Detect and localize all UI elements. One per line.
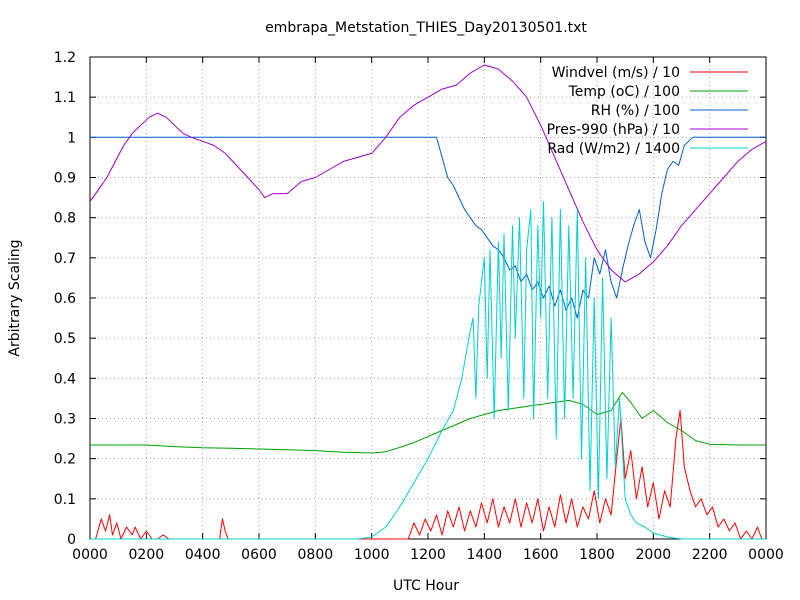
chart-title: embrapa_Metstation_THIES_Day20130501.txt: [265, 20, 587, 36]
y-tick-label: 1: [67, 130, 76, 146]
series-line-1: [90, 391, 766, 454]
x-tick-label: 1800: [579, 547, 615, 563]
x-tick-label: 1200: [410, 547, 446, 563]
legend: Windvel (m/s) / 10 Temp (oC) / 100 RH (%) …: [547, 65, 748, 157]
y-tick-label: 0.8: [54, 211, 76, 227]
y-tick-label: 0.3: [54, 412, 76, 428]
x-axis: 0000 0200 0400 0600 0800 1000 1200 1400 1600 1800…: [72, 57, 784, 563]
y-axis: 0 0.1 0.2 0.3 0.4 0.5 0.6 0.7 0.8 0.9 1 1.1 1.2: [54, 50, 766, 548]
series-line-3: [89, 64, 767, 283]
series-line-0: [90, 410, 766, 540]
x-axis-title: UTC Hour: [393, 578, 459, 594]
series-line-4: [90, 201, 766, 540]
y-tick-label: 1.1: [54, 90, 76, 106]
y-tick-label: 0.4: [54, 371, 76, 387]
x-tick-label: 0800: [298, 547, 334, 563]
y-tick-label: 0.7: [54, 251, 76, 267]
series-group: [89, 64, 767, 540]
x-tick-label: 0000: [72, 547, 108, 563]
x-tick-label: 0200: [129, 547, 165, 563]
x-tick-label: 0600: [241, 547, 277, 563]
x-tick-label: 1000: [354, 547, 390, 563]
series-line-2: [90, 136, 766, 319]
legend-label-2: RH (%) / 100: [591, 103, 680, 119]
y-tick-label: 0.1: [54, 492, 76, 508]
x-tick-label: 1600: [523, 547, 559, 563]
legend-label-1: Temp (oC) / 100: [568, 84, 680, 100]
y-tick-label: 0.5: [54, 331, 76, 347]
y-tick-label: 0.9: [54, 171, 76, 187]
y-axis-title: Arbitrary Scaling: [7, 239, 23, 356]
x-tick-label: 2000: [636, 547, 672, 563]
x-tick-label: 1400: [467, 547, 503, 563]
y-tick-label: 0.6: [54, 291, 76, 307]
legend-label-3: Pres-990 (hPa) / 10: [547, 122, 680, 138]
x-tick-label: 0400: [185, 547, 221, 563]
x-tick-label: 0000: [748, 547, 784, 563]
y-tick-label: 1.2: [54, 50, 76, 66]
legend-label-4: Rad (W/m2) / 1400: [547, 141, 680, 157]
y-tick-label: 0.2: [54, 452, 76, 468]
y-tick-label: 0: [67, 532, 76, 548]
legend-label-0: Windvel (m/s) / 10: [552, 65, 680, 81]
x-tick-label: 2200: [692, 547, 728, 563]
